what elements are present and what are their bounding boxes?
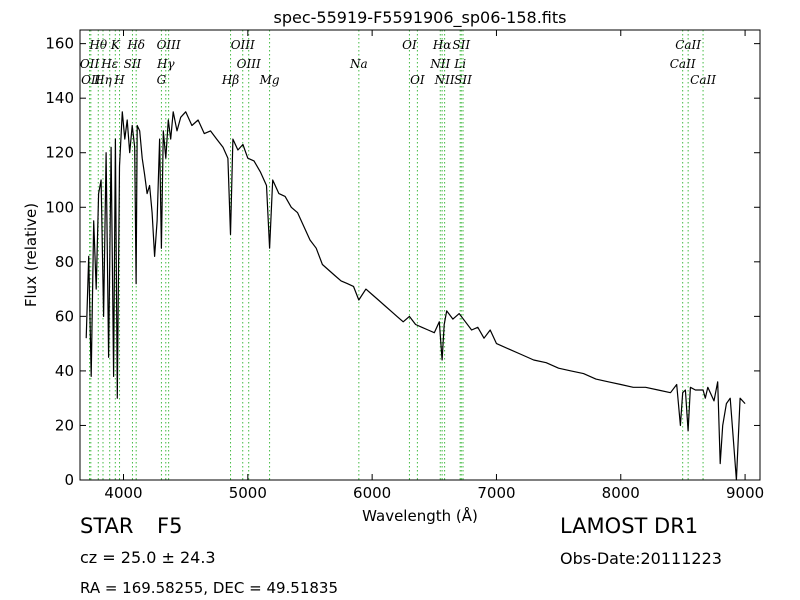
line-marker-label: Hα [432, 38, 452, 52]
y-tick-label: 140 [45, 89, 74, 107]
y-axis-label: Flux (relative) [22, 203, 40, 307]
line-marker-label: Mg [259, 73, 280, 87]
line-marker-label: Hε [100, 57, 118, 71]
line-markers [89, 30, 704, 480]
x-tick-label: 6000 [353, 484, 391, 502]
line-marker-label: CaII [675, 38, 701, 52]
line-marker-label: NII [429, 57, 450, 71]
y-tick-label: 60 [55, 307, 74, 325]
line-marker-label: Hβ [221, 73, 239, 87]
survey-name: LAMOST DR1 [560, 514, 699, 538]
plot-frame [79, 29, 761, 481]
line-marker-label: OIII [231, 38, 255, 52]
x-axis-label: Wavelength (Å) [362, 506, 478, 525]
subclass: F5 [157, 514, 183, 538]
line-marker-label: Hθ [88, 38, 107, 52]
y-tick-label: 120 [45, 144, 74, 162]
y-tick-label: 20 [55, 416, 74, 434]
x-tick-label: 4000 [104, 484, 142, 502]
line-marker-label: CaII [690, 73, 716, 87]
line-marker-label: K [110, 38, 121, 52]
line-marker-label: OII [80, 57, 100, 71]
line-marker-label: OIII [157, 38, 181, 52]
y-axis-ticks: 0 20 40 60 80 100 120 140 160 [45, 35, 760, 489]
line-marker-label: Na [349, 57, 368, 71]
redshift-info: cz = 25.0 ± 24.3 [80, 548, 216, 567]
line-marker-label: G [157, 73, 167, 87]
y-tick-label: 40 [55, 362, 74, 380]
line-marker-label: Li [453, 57, 466, 71]
line-marker-label: Hη [93, 73, 112, 87]
y-tick-label: 0 [64, 471, 74, 489]
line-marker-label: SII [452, 38, 470, 52]
line-marker-label: OI [410, 73, 425, 87]
object-class: STAR [80, 514, 134, 538]
y-tick-label: 160 [45, 35, 74, 53]
x-axis-ticks: 4000 5000 6000 7000 8000 9000 [104, 30, 764, 502]
x-tick-label: 5000 [229, 484, 267, 502]
obs-date: Obs-Date:20111223 [560, 549, 722, 568]
coordinates: RA = 169.58255, DEC = 49.51835 [80, 579, 339, 597]
line-marker-label: Hγ [156, 57, 175, 71]
line-marker-label: OIII [237, 57, 261, 71]
x-tick-label: 9000 [726, 484, 764, 502]
line-marker-label: SII [454, 73, 472, 87]
line-marker-label: Hδ [126, 38, 145, 52]
line-marker-label: OII [81, 73, 101, 87]
line-marker-label: CaII [670, 57, 696, 71]
spectrum-line [85, 111, 746, 481]
x-tick-label: 8000 [602, 484, 640, 502]
line-marker-label: OI [402, 38, 417, 52]
chart-title: spec-55919-F5591906_sp06-158.fits [274, 8, 567, 28]
line-marker-label: H [113, 73, 125, 87]
y-tick-label: 100 [45, 198, 74, 216]
x-tick-label: 7000 [477, 484, 515, 502]
line-marker-label: NII [434, 73, 455, 87]
plot-area [80, 30, 760, 480]
line-marker-label: SII [124, 57, 142, 71]
y-tick-label: 80 [55, 253, 74, 271]
